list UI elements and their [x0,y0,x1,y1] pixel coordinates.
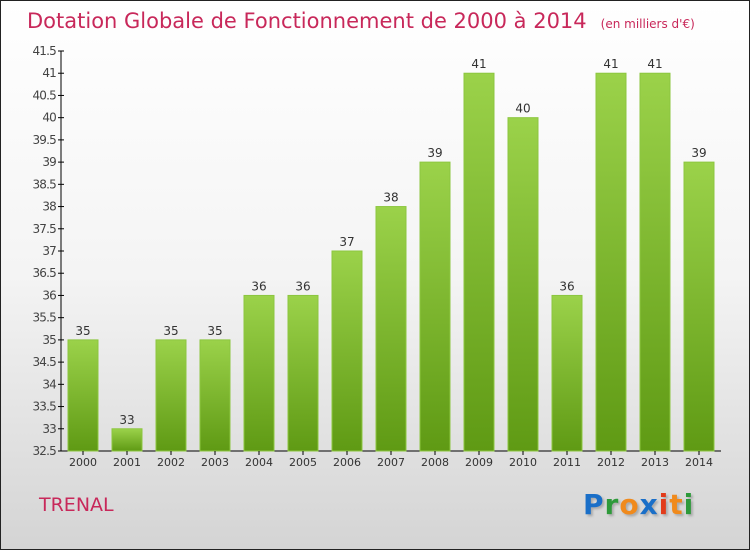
y-tick-label: 34 [42,377,56,391]
x-tick-label: 2012 [597,456,625,469]
commune-name: TRENAL [39,494,114,516]
bar-2014 [683,161,715,452]
y-tick-label: 35.5 [32,311,56,325]
x-tick-label: 2014 [685,456,713,469]
x-tick-label: 2006 [333,456,361,469]
bar-2004 [243,294,275,452]
proxiti-logo: Proxiti [583,488,694,521]
y-tick-label: 41 [42,66,56,80]
bar-2011 [551,294,583,452]
y-tick-label: 39.5 [32,133,56,147]
y-tick-label: 37 [42,244,56,258]
y-tick-label: 36.5 [32,266,56,280]
y-tick-label: 40 [42,111,56,125]
bar-2010 [507,117,539,452]
x-tick-label: 2002 [157,456,185,469]
data-label: 35 [75,324,90,338]
data-label: 39 [691,146,706,160]
y-tick-label: 40.5 [32,88,56,102]
y-tick-label: 36 [42,288,56,302]
y-tick-label: 33.5 [32,400,56,414]
y-tick-label: 41.5 [32,44,56,58]
logo-letter: r [604,488,620,521]
x-tick-label: 2000 [69,456,97,469]
bar-2002 [155,339,187,452]
data-label: 36 [559,279,574,293]
chart-subtitle: (en milliers d'€) [600,17,695,31]
bar-2008 [419,161,451,452]
x-tick-label: 2001 [113,456,141,469]
data-label: 41 [471,57,486,71]
data-label: 35 [163,324,178,338]
data-label: 40 [515,102,530,116]
data-label: 39 [427,146,442,160]
x-tick-label: 2003 [201,456,229,469]
y-tick-label: 33 [42,422,56,436]
logo-letter: i [683,488,695,521]
data-label: 41 [603,57,618,71]
y-tick-label: 38.5 [32,177,56,191]
bar-2007 [375,206,407,452]
logo-letter: i [658,488,670,521]
logo-letter: o [619,488,640,521]
bar-2006 [331,250,363,452]
x-tick-label: 2010 [509,456,537,469]
data-label: 41 [647,57,662,71]
logo-letter: t [669,488,684,521]
data-label: 38 [383,191,398,205]
y-tick-label: 34.5 [32,355,56,369]
x-tick-label: 2011 [553,456,581,469]
logo-letter: x [639,488,659,521]
data-label: 37 [339,235,354,249]
logo-letter: P [583,488,605,521]
y-tick-label: 38 [42,200,56,214]
x-tick-label: 2013 [641,456,669,469]
chart-title: Dotation Globale de Fonctionnement de 20… [27,9,695,33]
data-label: 35 [207,324,222,338]
bar-2003 [199,339,231,452]
y-tick-label: 39 [42,155,56,169]
data-label: 36 [251,279,266,293]
bar-2001 [111,428,143,452]
x-tick-label: 2007 [377,456,405,469]
y-tick-label: 32.5 [32,444,56,458]
x-tick-label: 2008 [421,456,449,469]
bar-2000 [67,339,99,452]
x-tick-label: 2009 [465,456,493,469]
x-tick-label: 2004 [245,456,273,469]
y-tick-label: 37.5 [32,222,56,236]
data-label: 33 [119,413,134,427]
bar-2009 [463,72,495,452]
title-text: Dotation Globale de Fonctionnement de 20… [27,9,587,33]
x-tick-label: 2005 [289,456,317,469]
bar-2013 [639,72,671,452]
bar-2012 [595,72,627,452]
y-tick-label: 35 [42,333,56,347]
data-label: 36 [295,279,310,293]
bar-2005 [287,294,319,452]
